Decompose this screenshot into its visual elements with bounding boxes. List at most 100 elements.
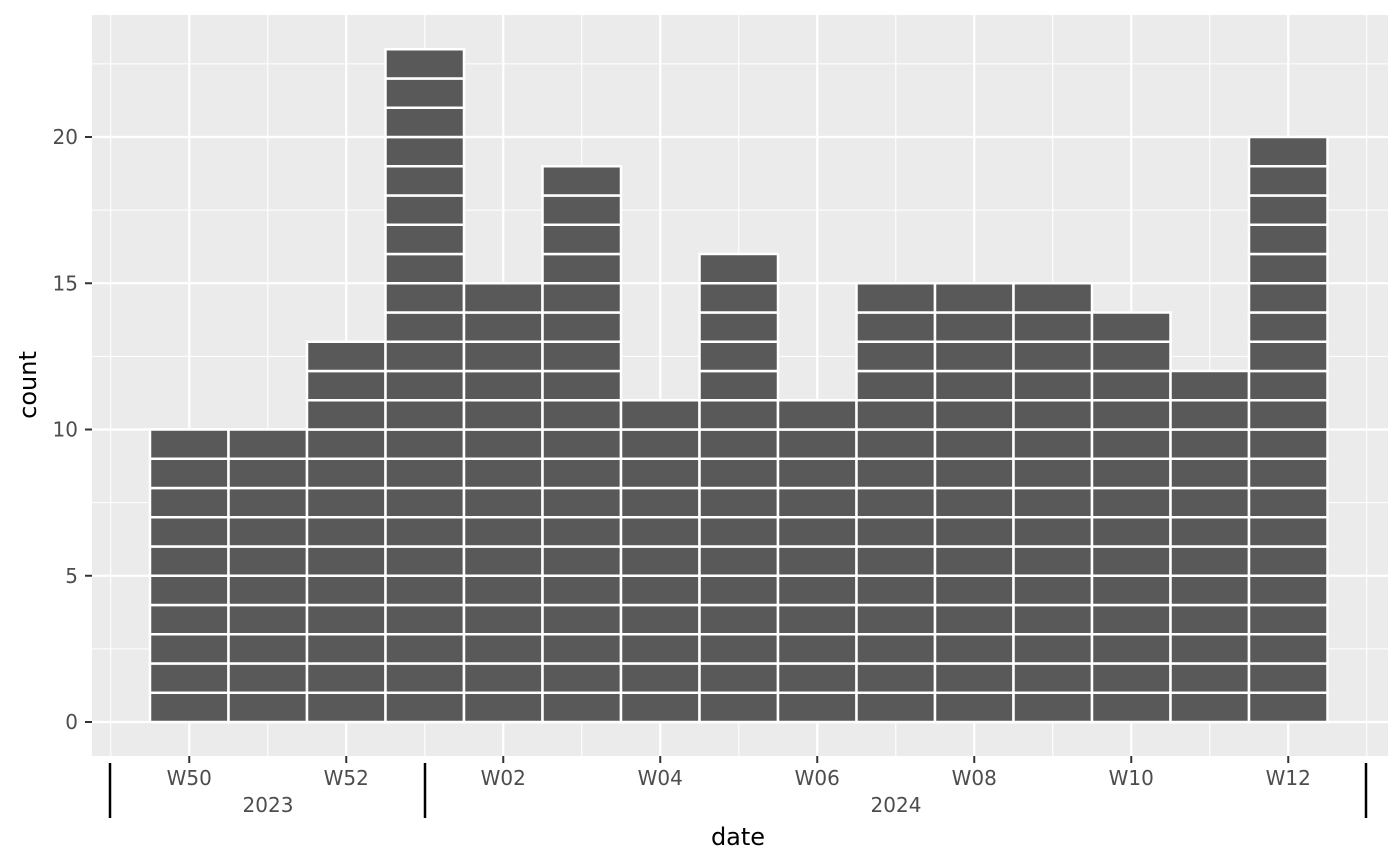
bar (1169, 369, 1251, 724)
y-tick-label: 20 (53, 125, 78, 149)
bar-cell (227, 662, 309, 694)
bar-cell (776, 662, 858, 694)
bar-cell (619, 399, 701, 431)
bar-cell (305, 545, 387, 577)
bar-cell (698, 340, 780, 373)
bar-cell (384, 135, 466, 168)
bar-cell (776, 633, 858, 665)
bar-cell (462, 662, 544, 694)
bar-cell (384, 633, 466, 665)
bar-cell (1247, 603, 1329, 636)
bar-cell (619, 545, 701, 577)
bar-cell (384, 369, 466, 402)
bar-cell (541, 311, 623, 343)
bar-cell (462, 545, 544, 577)
bar (1012, 282, 1094, 724)
bar-cell (462, 369, 544, 402)
bar-cell (305, 662, 387, 694)
bar-cell (698, 252, 780, 285)
bar-cell (776, 574, 858, 607)
bar-cell (305, 603, 387, 636)
bar-cell (384, 574, 466, 607)
bar-cell (776, 545, 858, 577)
bar-cell (619, 691, 701, 724)
bar-cell (462, 340, 544, 373)
bar-cell (384, 457, 466, 490)
bar-cell (384, 340, 466, 373)
bar-cell (619, 603, 701, 636)
bar-cell (541, 691, 623, 724)
bar-cell (1247, 399, 1329, 431)
bar-cell (1012, 282, 1094, 314)
bar-cell (384, 77, 466, 109)
bar-cell (1247, 369, 1329, 402)
bar-cell (1169, 603, 1251, 636)
bar-cell (1090, 340, 1172, 373)
bar-cell (384, 194, 466, 226)
bar-cell (227, 545, 309, 577)
bar-cell (1090, 457, 1172, 490)
y-tick-label: 10 (53, 418, 78, 442)
bar-cell (698, 633, 780, 665)
bar-cell (619, 662, 701, 694)
bar-cell (1169, 399, 1251, 431)
bar-cell (698, 399, 780, 431)
bar-cell (698, 516, 780, 548)
bar-cell (227, 486, 309, 519)
bar-cell (1012, 691, 1094, 724)
x-tick-label: W04 (638, 766, 683, 790)
bar-cell (1012, 662, 1094, 694)
bar-cell (1169, 428, 1251, 460)
bar-cell (462, 633, 544, 665)
bar-cell (1247, 252, 1329, 285)
bar-cell (384, 486, 466, 519)
bar-cell (384, 106, 466, 139)
bar-cell (1169, 457, 1251, 490)
bar-cell (1090, 486, 1172, 519)
bar-cell (619, 574, 701, 607)
bar-cell (1169, 545, 1251, 577)
bar-cell (462, 486, 544, 519)
x-year-label: 2024 (871, 793, 922, 817)
bar-cell (462, 282, 544, 314)
bar-cell (698, 486, 780, 519)
bar-cell (855, 516, 937, 548)
bar-cell (541, 486, 623, 519)
bar-cell (855, 662, 937, 694)
bar-cell (1090, 603, 1172, 636)
bar-cell (933, 633, 1015, 665)
bar-cell (933, 574, 1015, 607)
bar-cell (855, 574, 937, 607)
x-tick-label: W12 (1266, 766, 1311, 790)
bar-cell (1090, 369, 1172, 402)
bar (1247, 135, 1329, 724)
x-tick-label: W08 (952, 766, 997, 790)
bar-cell (462, 516, 544, 548)
bar-cell (1247, 135, 1329, 168)
bar-cell (855, 691, 937, 724)
x-tick-label: W52 (324, 766, 369, 790)
bar-cell (1012, 516, 1094, 548)
bar-cell (305, 369, 387, 402)
bar-cell (148, 691, 230, 724)
bar-cell (776, 603, 858, 636)
bar-cell (1090, 633, 1172, 665)
y-tick-label: 15 (53, 271, 78, 295)
bar-cell (1012, 399, 1094, 431)
x-tick-label: W02 (481, 766, 526, 790)
bar-cell (541, 165, 623, 197)
x-tick-label: W06 (795, 766, 840, 790)
x-tick-label: W10 (1109, 766, 1154, 790)
bar-cell (933, 662, 1015, 694)
bar-cell (698, 282, 780, 314)
bar (462, 282, 544, 724)
bar-cell (305, 340, 387, 373)
bar-cell (933, 486, 1015, 519)
bar-cell (148, 662, 230, 694)
bar-cell (1247, 282, 1329, 314)
bar (227, 428, 309, 724)
bar-cell (1247, 691, 1329, 724)
bar-cell (1012, 311, 1094, 343)
bar-cell (933, 691, 1015, 724)
bar-cell (933, 369, 1015, 402)
